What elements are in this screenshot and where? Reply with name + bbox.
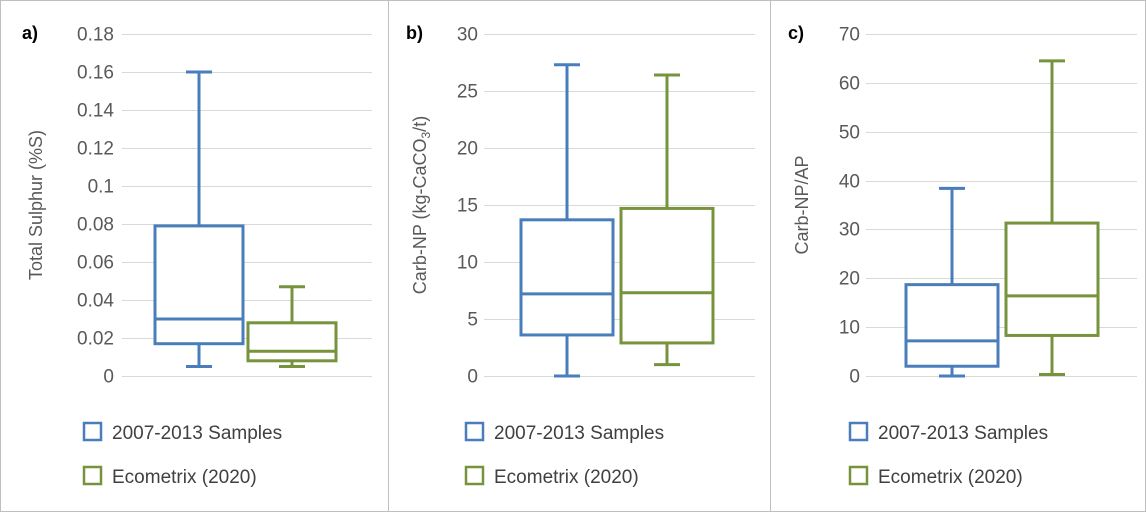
y-tick-label: 30 xyxy=(457,25,478,46)
legend-label-2007: 2007-2013 Samples xyxy=(878,423,1048,444)
legend: 2007-2013 Samples Ecometrix (2020) xyxy=(848,421,1048,488)
y-tick-label: 50 xyxy=(839,123,860,144)
panel-c: c) 0 10 20 30 40 50 60 70 Carb-NP/AP 2007-2013 … xyxy=(788,23,1137,488)
legend-label-eco: Ecometrix (2020) xyxy=(878,467,1023,488)
boxplot-2007-2013 xyxy=(519,63,615,378)
legend-label-eco: Ecometrix (2020) xyxy=(494,467,639,488)
y-tick-label: 20 xyxy=(839,269,860,290)
y-tick-label: 0.18 xyxy=(77,25,114,46)
legend: 2007-2013 Samples Ecometrix (2020) xyxy=(82,421,282,488)
y-tick-label: 5 xyxy=(467,310,478,331)
y-tick-label: 0.02 xyxy=(77,329,114,350)
legend-swatch-2007 xyxy=(82,421,103,442)
legend-label-2007: 2007-2013 Samples xyxy=(112,423,282,444)
y-tick-label: 10 xyxy=(457,253,478,274)
y-tick-label: 0.12 xyxy=(77,139,114,160)
legend-label-eco: Ecometrix (2020) xyxy=(112,467,257,488)
y-tick-label: 60 xyxy=(839,74,860,95)
y-tick-label: 0 xyxy=(467,367,478,388)
legend-label-2007: 2007-2013 Samples xyxy=(494,423,664,444)
boxplot-ecometrix xyxy=(1004,59,1100,377)
boxplots xyxy=(519,63,715,378)
gridlines xyxy=(866,34,1137,377)
y-tick-label: 25 xyxy=(457,82,478,103)
y-tick-label: 20 xyxy=(457,139,478,160)
box-iqr xyxy=(619,206,715,345)
legend-swatch-2007 xyxy=(464,421,485,442)
y-tick-label: 0 xyxy=(103,367,114,388)
panel-label: b) xyxy=(406,23,423,43)
y-tick-label: 0.1 xyxy=(88,177,114,198)
legend-swatch-eco xyxy=(464,465,485,486)
y-tick-labels: 0 5 10 15 20 25 30 xyxy=(457,25,478,388)
legend-swatch-eco xyxy=(848,465,869,486)
panel-label: c) xyxy=(788,23,804,43)
legend: 2007-2013 Samples Ecometrix (2020) xyxy=(464,421,664,488)
boxplots xyxy=(153,70,338,368)
boxplot-2007-2013 xyxy=(904,186,1000,378)
y-axis-label: Carb-NP (kg-CaCO3/t) xyxy=(410,116,433,294)
y-tick-label: 40 xyxy=(839,172,860,193)
y-tick-label: 0.06 xyxy=(77,253,114,274)
y-tick-labels: 0 10 20 30 40 50 60 70 xyxy=(839,25,860,388)
box-iqr xyxy=(904,283,1000,368)
box-iqr xyxy=(1004,221,1100,337)
y-tick-label: 10 xyxy=(839,318,860,339)
panel-b: b) 0 5 10 15 20 25 30 Carb-NP (kg-CaCO3/t) 200… xyxy=(406,23,755,488)
boxplots xyxy=(904,59,1100,378)
box-iqr xyxy=(519,218,615,337)
panel-a: a) 00.020.040.060.080.10.120.140.160.18 … xyxy=(22,23,372,488)
boxplot-ecometrix xyxy=(619,73,715,367)
legend-swatch-eco xyxy=(82,465,103,486)
box-iqr xyxy=(246,321,338,363)
y-tick-label: 15 xyxy=(457,196,478,217)
y-tick-label: 0.08 xyxy=(77,215,114,236)
y-tick-label: 70 xyxy=(839,25,860,46)
boxplot-ecometrix xyxy=(246,285,338,368)
y-axis-label: Carb-NP/AP xyxy=(792,155,812,254)
y-tick-label: 30 xyxy=(839,220,860,241)
panel-label: a) xyxy=(22,23,38,43)
legend-swatch-2007 xyxy=(848,421,869,442)
y-axis-label: Total Sulphur (%S) xyxy=(26,130,46,280)
y-tick-label: 0.16 xyxy=(77,63,114,84)
y-tick-label: 0.04 xyxy=(77,291,114,312)
y-tick-labels: 0 0.02 0.04 0.06 0.08 0.1 0.12 0.14 0.16 0.18 xyxy=(77,25,114,388)
box-iqr xyxy=(153,224,245,346)
boxplot-2007-2013 xyxy=(153,70,245,368)
y-tick-label: 0 xyxy=(849,367,860,388)
y-tick-label: 0.14 xyxy=(77,101,114,122)
